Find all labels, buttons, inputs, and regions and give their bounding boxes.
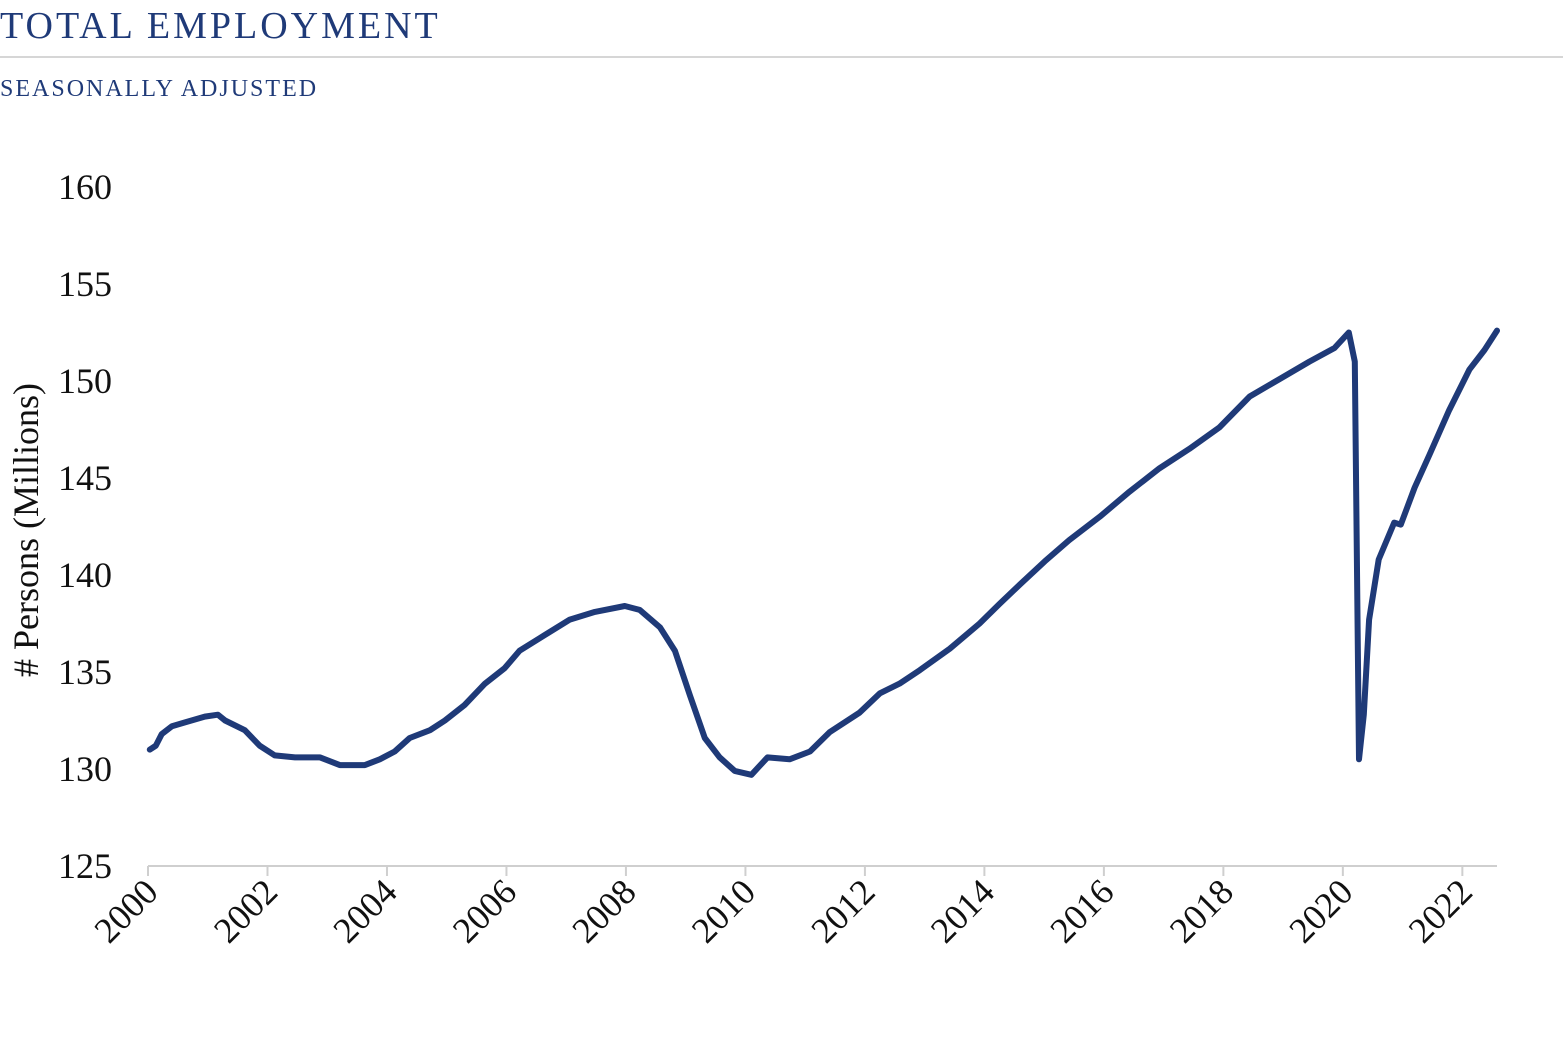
- y-tick-label: 145: [58, 458, 112, 498]
- x-tick-label: 2010: [684, 871, 763, 950]
- x-tick-label: 2018: [1162, 871, 1241, 950]
- y-tick-label: 125: [58, 846, 112, 886]
- x-tick-label: 2022: [1401, 871, 1480, 950]
- x-tick-label: 2008: [564, 871, 643, 950]
- x-tick-label: 2004: [325, 871, 404, 950]
- x-tick-label: 2016: [1042, 871, 1121, 950]
- x-tick-label: 2012: [803, 871, 882, 950]
- y-tick-label: 160: [58, 167, 112, 207]
- chart-title: TOTAL EMPLOYMENT: [0, 5, 441, 47]
- y-tick-label: 140: [58, 555, 112, 595]
- y-tick-label: 135: [58, 652, 112, 692]
- y-axis-label: # Persons (Millions): [6, 383, 46, 677]
- chart-subtitle: SEASONALLY ADJUSTED: [0, 76, 318, 102]
- y-tick-label: 130: [58, 749, 112, 789]
- x-tick-label: 2002: [206, 871, 285, 950]
- x-tick-label: 2020: [1281, 871, 1360, 950]
- x-tick-label: 2006: [445, 871, 524, 950]
- x-tick-label: 2014: [923, 871, 1002, 950]
- data-line: [146, 327, 1500, 778]
- y-tick-label: 155: [58, 264, 112, 304]
- y-tick-label: 150: [58, 361, 112, 401]
